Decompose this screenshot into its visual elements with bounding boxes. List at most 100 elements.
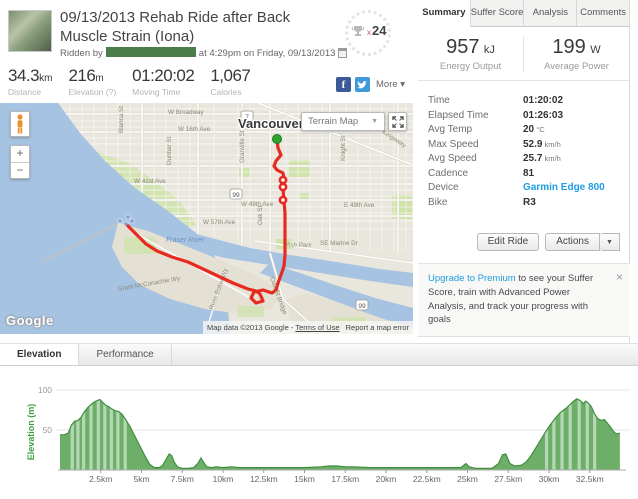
chart-tabs: Elevation Performance (0, 343, 638, 366)
byline-suffix: at 4:29pm on Friday, 09/13/2013 (198, 48, 336, 59)
svg-text:10km: 10km (213, 474, 234, 484)
svg-text:W 41st Ave: W 41st Ave (134, 178, 166, 185)
energy-output-unit: kJ (483, 44, 495, 56)
device-link[interactable]: Garmin Edge 800 (523, 182, 605, 193)
svg-text:99: 99 (232, 192, 240, 199)
svg-text:100: 100 (38, 385, 52, 395)
elevation-value: 216 (68, 66, 96, 85)
stat-row-label: Device (428, 182, 459, 193)
stat-row-value: R3 (523, 196, 536, 208)
activity-photo-thumbnail[interactable] (8, 10, 52, 52)
svg-text:7: 7 (245, 114, 249, 121)
terms-of-use-link[interactable]: Terms of Use (295, 323, 340, 332)
stat-row-device: Device Garmin Edge 800 (418, 182, 629, 197)
map-canvas[interactable]: 7 99 99 Vancouver W Broadway W 16th Ave W 41st… (0, 103, 413, 334)
calories-label: Calories (210, 87, 242, 97)
average-power-stat: 199 W Average Power (523, 36, 629, 72)
share-row: f More ▾ (336, 77, 405, 92)
tab-elevation[interactable]: Elevation (0, 344, 80, 365)
stat-row-value: 52.9 km/h (523, 138, 561, 150)
tab-performance[interactable]: Performance (79, 344, 172, 365)
stat-row-value: 01:26:03 (523, 109, 564, 121)
more-dropdown[interactable]: More ▾ (376, 79, 406, 90)
edit-ride-button[interactable]: Edit Ride (476, 233, 540, 251)
moving-time-value: 01:20:02 (132, 66, 195, 85)
tab-summary[interactable]: Summary (418, 0, 471, 27)
stat-row-bike: Bike R3 (418, 197, 629, 212)
trophy-icon (351, 25, 365, 36)
tab-comments[interactable]: Comments (577, 0, 629, 27)
route-map[interactable]: 7 99 99 Vancouver W Broadway W 16th Ave W 41st… (0, 103, 413, 334)
facebook-share-icon[interactable]: f (336, 77, 351, 92)
tab-suffer-score[interactable]: Suffer Score (470, 0, 525, 27)
distance-label: Distance (8, 87, 42, 97)
svg-text:SE Marine Dr: SE Marine Dr (320, 240, 358, 247)
svg-text:7.5km: 7.5km (171, 474, 194, 484)
map-zoom-control: + − (10, 145, 30, 179)
premium-upsell: Upgrade to Premium to see your Suffer Sc… (418, 263, 630, 338)
close-icon[interactable]: × (615, 270, 623, 284)
stat-row-unit: °C (534, 125, 545, 134)
action-buttons-row: Edit Ride Actions ▼ (476, 233, 620, 251)
svg-text:17.5km: 17.5km (331, 474, 359, 484)
stat-row-avg-temp: Avg Temp 20 °C (418, 124, 629, 139)
svg-text:15km: 15km (294, 474, 315, 484)
stat-row-avg-speed: Avg Speed 25.7 km/h (418, 153, 629, 168)
svg-text:50: 50 (43, 425, 53, 435)
achievements-x: x (367, 28, 371, 37)
zoom-in-button[interactable]: + (11, 146, 29, 163)
stat-row-label: Max Speed (428, 138, 479, 150)
svg-text:2.5km: 2.5km (89, 474, 112, 484)
activity-title: 09/13/2013 Rehab Ride after Back Muscle … (60, 9, 291, 45)
map-layer-dropdown[interactable]: Terrain Map ▼ (301, 112, 385, 131)
header-stats-row: 34.3km Distance 216m Elevation (?) 01:20… (8, 66, 266, 97)
stat-row-label: Time (428, 95, 450, 106)
elevation-unit: m (95, 73, 104, 84)
summary-panel: Summary Suffer Score Analysis Comments 9… (418, 0, 630, 345)
stat-row-value: 25.7 km/h (523, 153, 561, 164)
svg-text:Dunbar St: Dunbar St (166, 136, 173, 165)
svg-text:Fraser River: Fraser River (166, 237, 205, 244)
stat-row-value: 01:20:02 (523, 95, 564, 106)
svg-text:25km: 25km (457, 474, 478, 484)
fullscreen-icon[interactable] (388, 112, 407, 131)
energy-output-value: 957 (446, 36, 480, 58)
moving-time-label: Moving Time (132, 87, 181, 97)
tab-analysis[interactable]: Analysis (524, 0, 578, 27)
map-copyright-text: Map data ©2013 Google - (206, 323, 294, 332)
report-map-error-link[interactable]: Report a map error (345, 323, 409, 332)
actions-button[interactable]: Actions (545, 233, 600, 251)
stat-row-unit: km/h (542, 154, 561, 163)
zoom-out-button[interactable]: − (16, 163, 24, 177)
elevation-chart-container: 50 100 2.5km 5km 7.5km 10km 12.5km 15km 17.5km 20… (0, 368, 638, 499)
svg-text:22.5km: 22.5km (413, 474, 441, 484)
upgrade-premium-link[interactable]: Upgrade to Premium (428, 273, 516, 284)
distance-value: 34.3 (8, 66, 40, 85)
svg-text:Blanca St: Blanca St (118, 106, 125, 133)
stat-row-cadence: Cadence 81 (418, 168, 629, 183)
laurel-wreath-icon (345, 10, 391, 56)
google-logo[interactable]: Google (6, 313, 54, 328)
athlete-name-redacted[interactable] (105, 47, 196, 57)
energy-output-stat: 957 kJ Energy Output (418, 36, 523, 72)
svg-text:Elevation (m): Elevation (m) (26, 404, 36, 461)
stat-row-label: Bike (428, 196, 448, 208)
svg-text:5km: 5km (133, 474, 149, 484)
activity-header: 09/13/2013 Rehab Ride after Back Muscle … (0, 0, 413, 103)
svg-text:30km: 30km (539, 474, 560, 484)
byline-prefix: Ridden by (60, 48, 103, 59)
stat-calories: 1,067 Calories (210, 66, 251, 97)
twitter-share-icon[interactable] (355, 77, 370, 92)
pegman-streetview-control[interactable] (10, 111, 30, 137)
svg-text:W 57th Ave: W 57th Ave (203, 219, 236, 226)
svg-text:Oak St: Oak St (257, 206, 264, 225)
elevation-label[interactable]: Elevation (?) (68, 87, 117, 97)
achievements-badge[interactable]: x 24 (341, 8, 401, 62)
big-stats: 957 kJ Energy Output 199 W Average Power (418, 27, 629, 81)
calories-value: 1,067 (210, 66, 251, 85)
svg-text:32.5km: 32.5km (576, 474, 604, 484)
stat-distance: 34.3km Distance (8, 66, 52, 97)
svg-text:E 49th Ave: E 49th Ave (344, 202, 375, 209)
actions-caret-button[interactable]: ▼ (600, 233, 620, 251)
distance-unit: km (39, 73, 53, 84)
